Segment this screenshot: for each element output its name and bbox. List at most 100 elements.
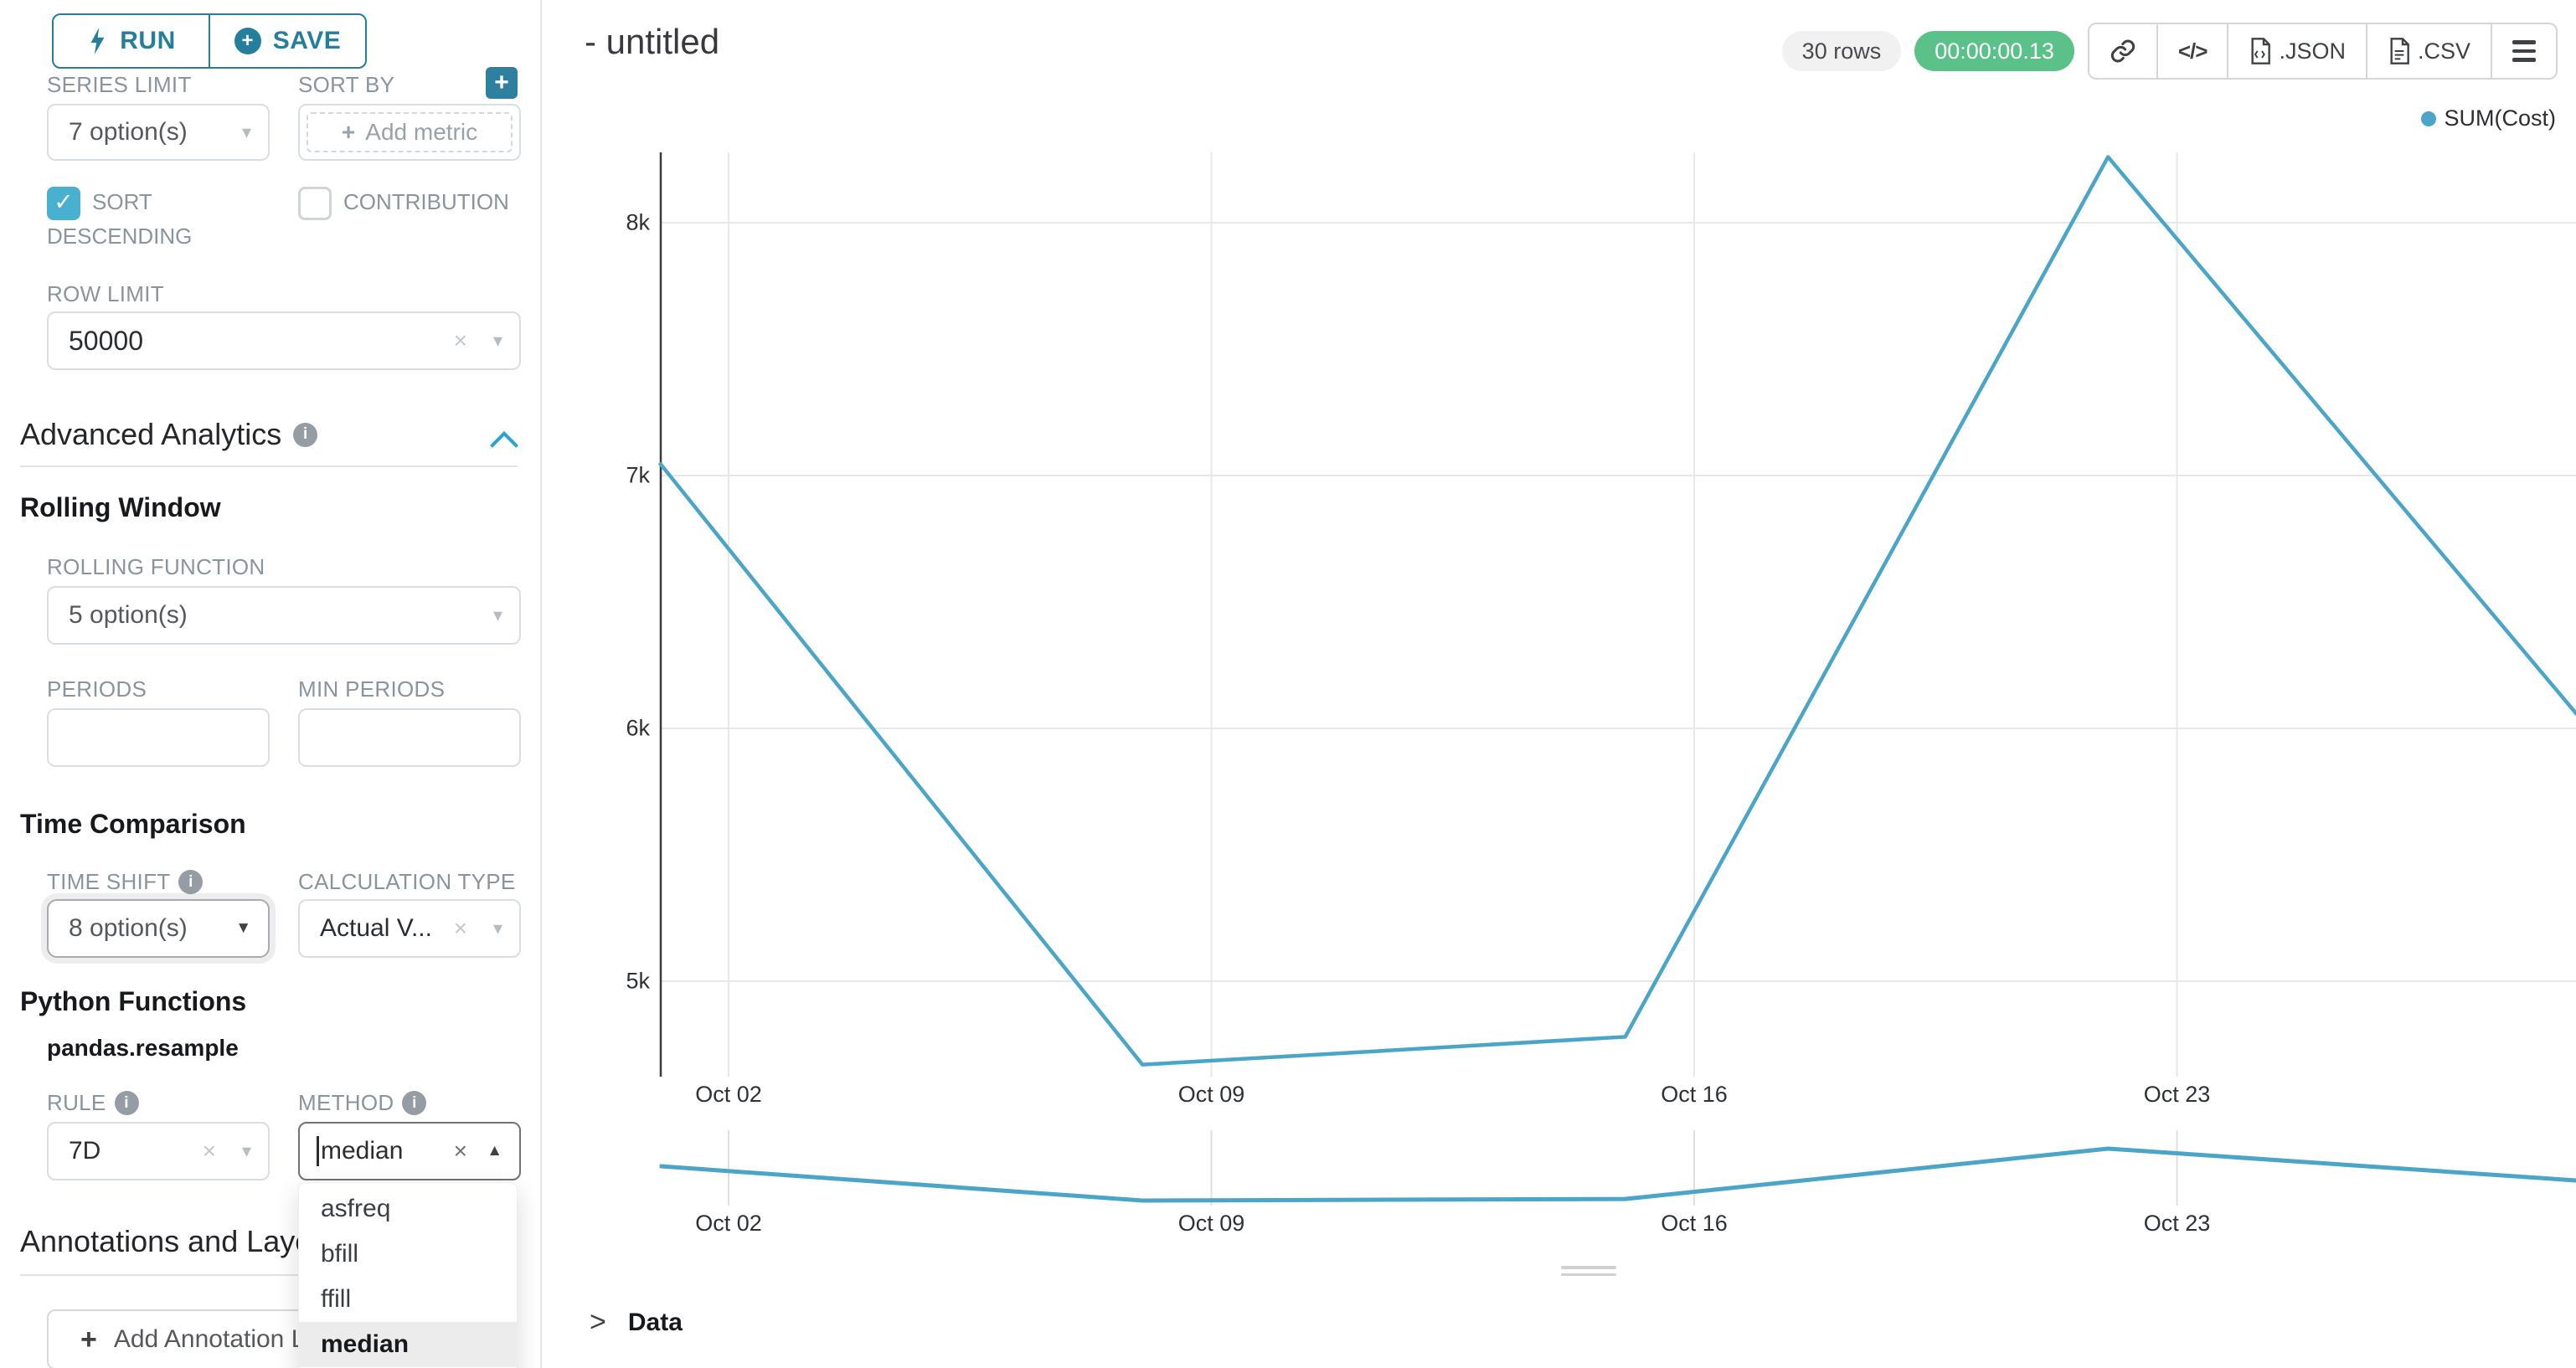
clear-icon[interactable]: × xyxy=(453,1138,467,1164)
code-icon: </> xyxy=(2177,38,2208,64)
hamburger-icon xyxy=(2512,40,2536,62)
advanced-analytics-header[interactable]: Advanced Analytics i xyxy=(20,417,318,452)
clear-icon[interactable]: × xyxy=(202,1138,216,1164)
info-icon[interactable]: i xyxy=(293,422,318,447)
chevron-up-icon xyxy=(487,1142,502,1160)
legend-item[interactable]: SUM(Cost) xyxy=(2420,105,2556,131)
plus-icon: + xyxy=(80,1323,97,1355)
chevron-down-icon xyxy=(493,330,502,352)
sort-by-select[interactable]: Add metric xyxy=(298,104,521,161)
method-label-row: METHOD i xyxy=(298,1090,427,1116)
x-axis-tick-Oct-09: Oct 09 xyxy=(1177,1082,1245,1107)
time-shift-value: 8 option(s) xyxy=(69,914,188,942)
sort-descending-checkbox[interactable] xyxy=(47,187,80,221)
add-metric-button[interactable]: Add metric xyxy=(307,112,513,152)
time-shift-select[interactable]: 8 option(s) xyxy=(47,899,270,958)
info-icon[interactable]: i xyxy=(178,870,204,894)
embed-code-button[interactable]: </> xyxy=(2158,24,2229,78)
info-icon[interactable]: i xyxy=(114,1091,139,1115)
y-axis-tick-6k: 6k xyxy=(626,715,650,741)
save-button-label: SAVE xyxy=(272,27,342,54)
calculation-type-value: Actual V... xyxy=(320,914,432,942)
csv-file-icon xyxy=(2390,38,2409,64)
time-comparison-title: Time Comparison xyxy=(20,809,246,839)
series-limit-select[interactable]: 7 option(s) xyxy=(47,104,270,161)
add-sort-button[interactable]: + xyxy=(486,67,518,99)
dropdown-option-ffill[interactable]: ffill xyxy=(321,1285,352,1313)
export-csv-button[interactable]: .CSV xyxy=(2367,24,2492,78)
rolling-window-title: Rolling Window xyxy=(20,492,221,522)
run-button[interactable]: RUN xyxy=(54,15,210,67)
sort-descending-field: SORT DESCENDING xyxy=(47,186,227,253)
rolling-function-value: 5 option(s) xyxy=(69,601,188,629)
contribution-checkbox[interactable] xyxy=(298,187,332,221)
contribution-field: CONTRIBUTION xyxy=(298,186,541,221)
row-limit-value: 50000 xyxy=(69,325,143,356)
dropdown-option-asfreq[interactable]: asfreq xyxy=(321,1195,391,1222)
mini-x-axis-tick-Oct-16: Oct 16 xyxy=(1661,1211,1728,1236)
run-button-label: RUN xyxy=(120,27,176,54)
min-periods-input[interactable] xyxy=(298,708,521,767)
mini-x-axis-tick-Oct-23: Oct 23 xyxy=(2143,1211,2211,1236)
method-select[interactable]: median × xyxy=(298,1122,521,1180)
run-save-button-group: RUN + SAVE xyxy=(52,13,367,69)
query-timer-badge: 00:00:00.13 xyxy=(1914,31,2074,71)
panel-divider xyxy=(540,0,542,1368)
rolling-function-label: ROLLING FUNCTION xyxy=(47,554,265,579)
sort-by-label: SORT BY xyxy=(298,72,395,97)
series-limit-label: SERIES LIMIT xyxy=(47,72,192,97)
advanced-analytics-title: Advanced Analytics xyxy=(20,417,282,451)
clear-icon[interactable]: × xyxy=(453,327,467,353)
row-limit-label: ROW LIMIT xyxy=(47,281,164,306)
calculation-type-label: CALCULATION TYPE xyxy=(298,869,516,894)
lightning-bolt-icon xyxy=(90,28,105,54)
save-button[interactable]: + SAVE xyxy=(210,15,365,67)
method-label: METHOD xyxy=(298,1090,394,1115)
min-periods-label: MIN PERIODS xyxy=(298,676,446,702)
y-axis-tick-8k: 8k xyxy=(626,209,650,235)
page-title[interactable]: - untitled xyxy=(585,22,720,61)
calculation-type-select[interactable]: Actual V... × xyxy=(298,899,521,958)
rolling-function-select[interactable]: 5 option(s) xyxy=(47,586,521,645)
x-axis-tick-Oct-23: Oct 23 xyxy=(2143,1082,2211,1107)
rule-value: 7D xyxy=(69,1137,101,1165)
header-toolbar: 30 rows 00:00:00.13 </> .JSON .CSV xyxy=(1781,23,2558,80)
periods-input[interactable] xyxy=(47,708,270,767)
link-icon xyxy=(2110,39,2136,63)
chevron-down-icon xyxy=(242,1140,251,1162)
copy-link-button[interactable] xyxy=(2089,24,2158,78)
plus-circle-icon: + xyxy=(234,28,261,54)
panel-resize-handle[interactable] xyxy=(1561,1266,1616,1280)
rule-select[interactable]: 7D × xyxy=(47,1122,270,1180)
chevron-right-icon: > xyxy=(590,1306,606,1338)
legend-series-dot xyxy=(2420,111,2436,126)
x-axis-tick-Oct-16: Oct 16 xyxy=(1661,1082,1728,1107)
info-icon[interactable]: i xyxy=(402,1091,427,1115)
annotations-layers-title: Annotations and Layers xyxy=(20,1224,337,1258)
dropdown-option-median[interactable]: median xyxy=(299,1322,517,1367)
export-button-group: </> .JSON .CSV xyxy=(2087,23,2558,80)
y-axis-tick-7k: 7k xyxy=(626,462,650,488)
add-metric-label: Add metric xyxy=(365,119,478,145)
csv-label: .CSV xyxy=(2417,38,2470,64)
section-divider xyxy=(20,465,518,467)
contribution-label: CONTRIBUTION xyxy=(343,189,509,214)
rule-label-row: RULE i xyxy=(47,1090,139,1116)
json-file-icon xyxy=(2251,38,2271,64)
row-limit-select[interactable]: 50000 × xyxy=(47,311,521,370)
y-axis-tick-5k: 5k xyxy=(626,968,650,994)
export-json-button[interactable]: .JSON xyxy=(2228,24,2367,78)
collapse-section-icon[interactable] xyxy=(490,431,518,460)
series-limit-value: 7 option(s) xyxy=(69,118,188,146)
python-functions-title: Python Functions xyxy=(20,986,247,1016)
data-panel-label: Data xyxy=(627,1308,683,1336)
periods-label: PERIODS xyxy=(47,676,147,702)
time-shift-label: TIME SHIFT xyxy=(47,869,171,894)
dropdown-option-bfill[interactable]: bfill xyxy=(321,1240,359,1268)
clear-icon[interactable]: × xyxy=(453,915,467,941)
section-divider xyxy=(20,1274,518,1276)
chevron-down-icon xyxy=(242,121,251,143)
data-panel-toggle[interactable]: > Data xyxy=(590,1306,683,1339)
chart-menu-button[interactable] xyxy=(2492,24,2556,78)
